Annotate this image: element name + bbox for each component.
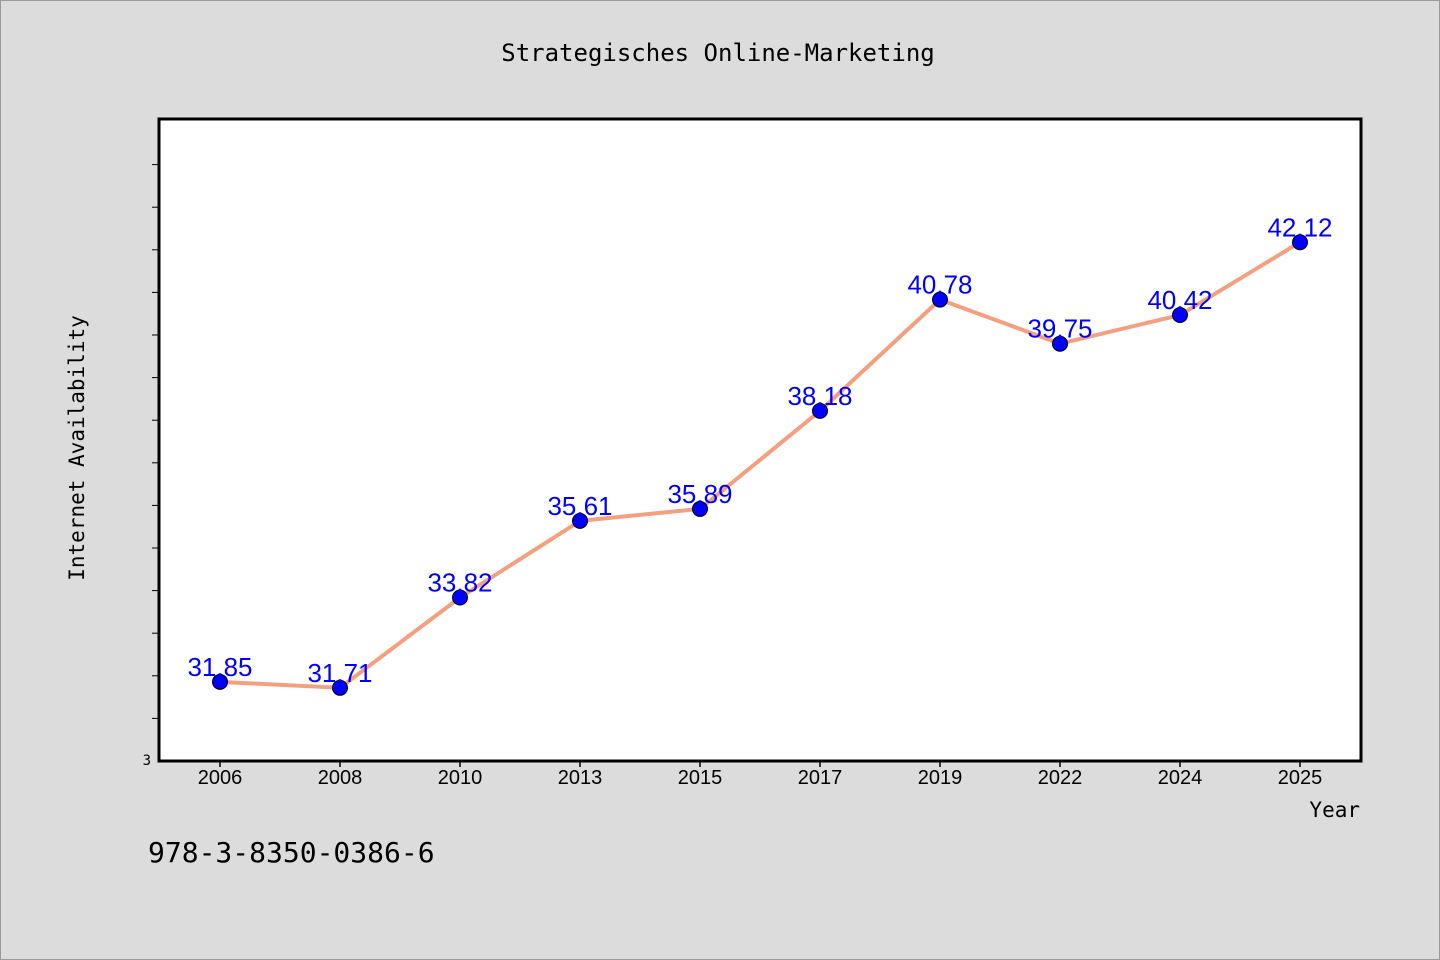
- data-label: 42.12: [1267, 212, 1332, 242]
- footer-isbn: 978-3-8350-0386-6: [148, 836, 435, 869]
- data-label: 33.82: [427, 568, 492, 598]
- data-point: [332, 679, 348, 696]
- series-line: [219, 240, 1302, 690]
- data-point: [1172, 307, 1188, 324]
- chart-title: Strategisches Online-Marketing: [501, 39, 934, 67]
- x-tick-label: 2008: [318, 767, 363, 789]
- data-label: 31.71: [307, 658, 372, 688]
- x-tick-label: 2010: [438, 767, 483, 789]
- data-label: 40.78: [907, 270, 972, 300]
- x-tick-label: 2025: [1278, 767, 1323, 789]
- x-tick-label: 2013: [558, 767, 603, 789]
- data-point: [932, 291, 948, 308]
- series-group: 31.85 31.71 33.82 35.61 35.89 38.18 40.78 39.75…: [187, 212, 1333, 696]
- plot-area: [157, 117, 1363, 763]
- x-tick-label: 2015: [678, 767, 723, 789]
- y-axis-ticks: [152, 164, 159, 719]
- data-point: [1292, 234, 1308, 251]
- data-label: 35.89: [667, 479, 732, 509]
- y-tick-label: 3: [143, 753, 151, 769]
- data-label: 39.75: [1027, 314, 1092, 344]
- data-point: [812, 402, 828, 419]
- y-axis-label: Internet Availability: [65, 315, 89, 581]
- data-point: [1052, 335, 1068, 352]
- data-label: 31.85: [187, 652, 252, 682]
- x-tick-label: 2022: [1038, 767, 1083, 789]
- data-point: [452, 589, 468, 606]
- x-tick-label: 2017: [798, 767, 843, 789]
- x-tick-label: 2006: [198, 767, 243, 789]
- x-tick-label: 2024: [1158, 767, 1203, 789]
- data-point: [692, 500, 708, 517]
- x-axis-ticks: 2006 2008 2010 2013 2015 2017 2019 2022 2024 2025: [198, 761, 1323, 789]
- x-axis-label: Year: [1309, 798, 1360, 822]
- data-label: 35.61: [547, 491, 612, 521]
- data-label: 38.18: [787, 381, 852, 411]
- data-point: [212, 673, 228, 690]
- data-label: 40.42: [1147, 285, 1212, 315]
- x-tick-label: 2019: [918, 767, 963, 789]
- data-point: [572, 512, 588, 529]
